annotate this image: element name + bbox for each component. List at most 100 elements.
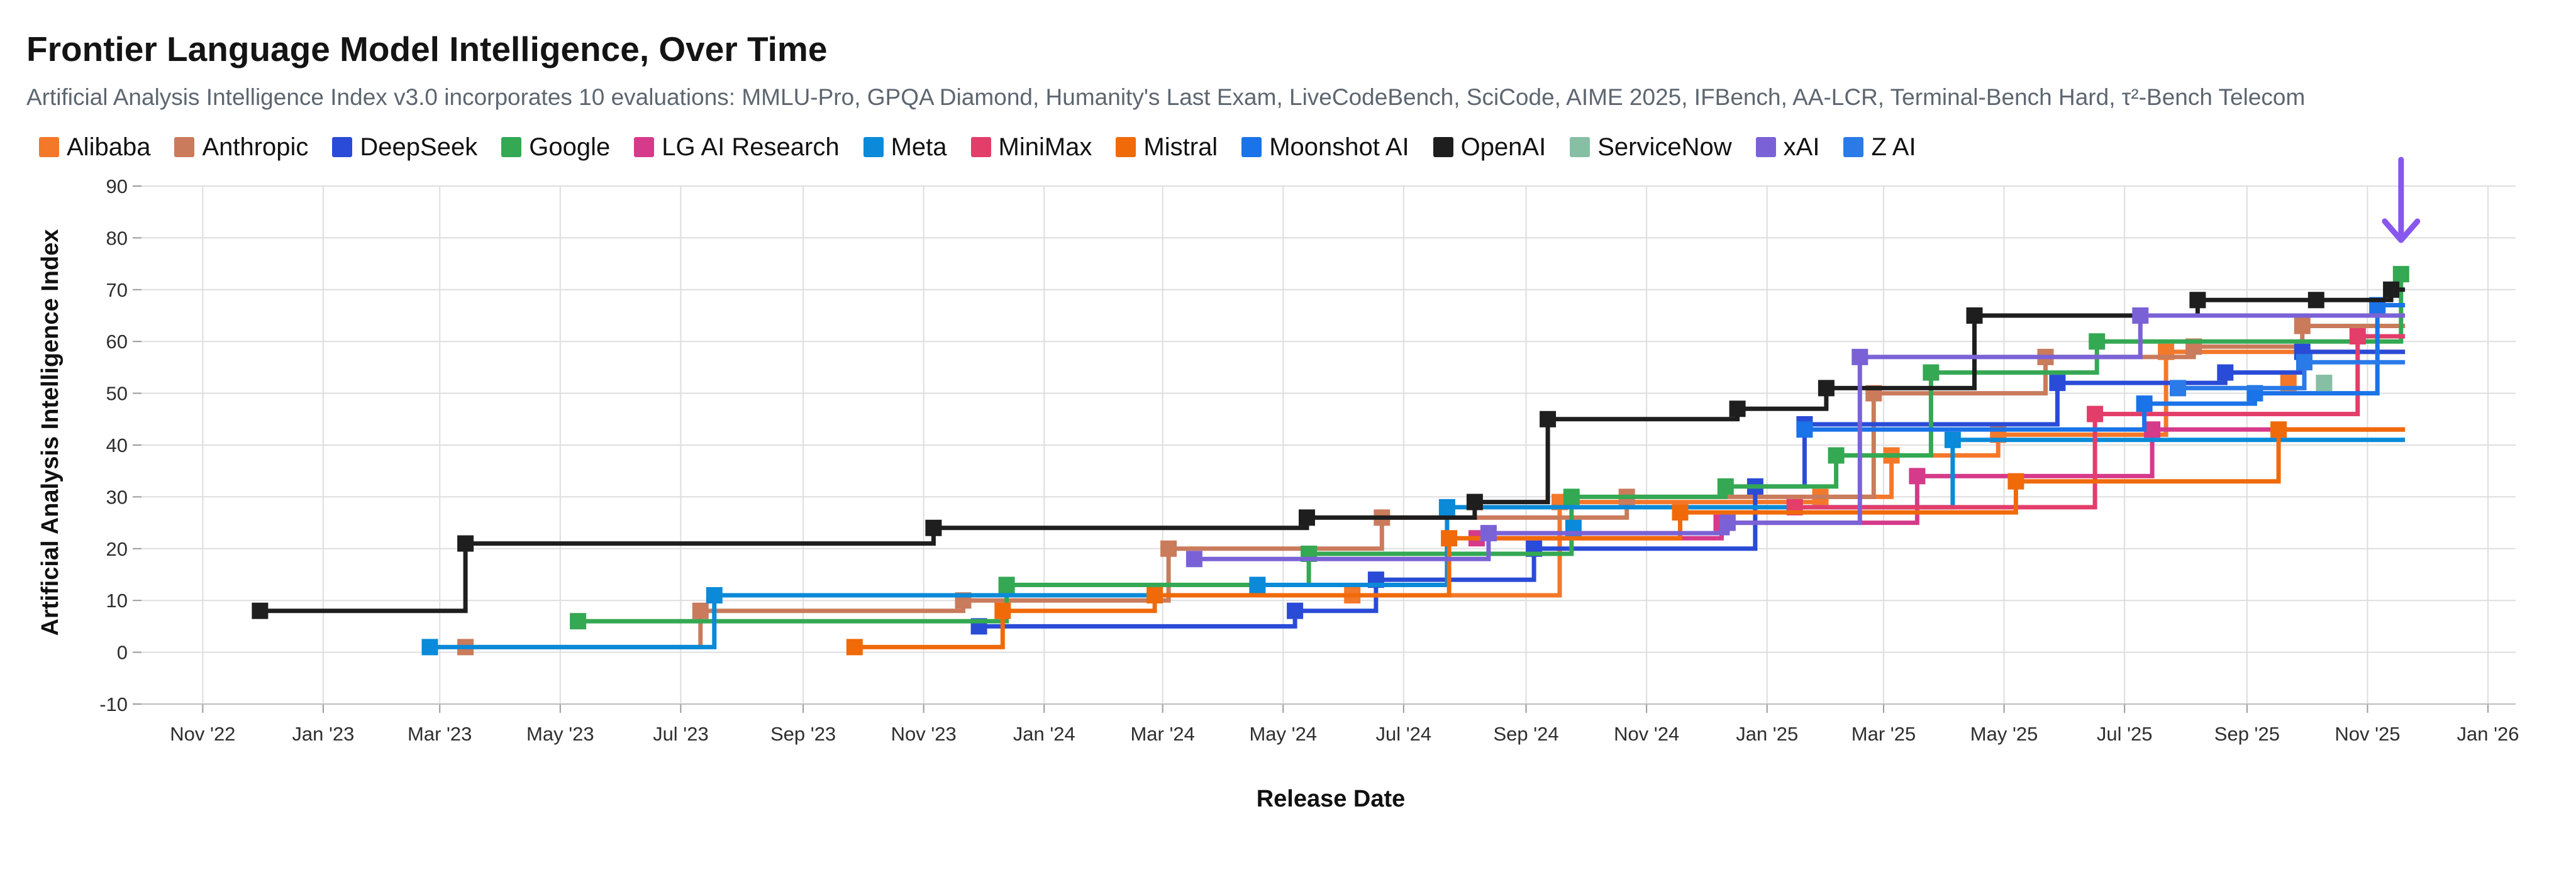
y-tick-label: 50 (106, 383, 128, 405)
x-tick-label: Sep '24 (1493, 723, 1558, 745)
y-tick-label: 20 (106, 538, 128, 560)
data-point (1441, 530, 1458, 547)
data-point (1160, 540, 1177, 557)
data-point (846, 639, 863, 656)
legend-item[interactable]: Mistral (1116, 133, 1218, 162)
data-point (2089, 333, 2106, 350)
legend-swatch (1433, 137, 1453, 157)
x-tick-label: Jul '25 (2097, 723, 2153, 745)
legend-item[interactable]: Z AI (1843, 133, 1916, 162)
x-tick-label: Jan '25 (1736, 723, 1798, 745)
x-tick-label: Mar '24 (1130, 723, 1194, 745)
data-point (1966, 307, 1983, 324)
series-line (854, 427, 2406, 649)
legend-swatch (634, 137, 655, 157)
series-line (578, 272, 2406, 624)
data-point (2049, 375, 2066, 392)
legend-label: Mistral (1143, 133, 1218, 161)
series-anthropic (457, 317, 2406, 656)
legend-label: DeepSeek (360, 133, 478, 161)
data-point (2136, 395, 2153, 412)
legend-item[interactable]: MiniMax (970, 133, 1092, 162)
data-point (2144, 421, 2161, 438)
data-point (1563, 488, 1580, 505)
legend-label: Moonshot AI (1269, 133, 1409, 161)
data-point (1438, 498, 1455, 515)
x-tick-label: Nov '24 (1614, 723, 1679, 745)
x-tick-label: Jul '24 (1376, 723, 1432, 745)
series-line (2178, 360, 2406, 390)
legend-swatch (1116, 137, 1136, 157)
data-point (1944, 431, 1961, 448)
x-tick-label: Jan '26 (2457, 723, 2519, 745)
legend-item[interactable]: LG AI Research (634, 133, 840, 162)
legend-item[interactable]: xAI (1755, 133, 1819, 162)
x-tick-label: May '23 (526, 723, 594, 745)
y-axis-title: Artificial Analysis Intelligence Index (37, 229, 64, 636)
data-point (998, 576, 1015, 593)
data-point (2296, 354, 2312, 371)
data-point (2132, 307, 2149, 324)
data-point (706, 587, 723, 603)
legend: Alibaba Anthropic DeepSeek Google LG AI Rese… (39, 129, 1916, 165)
data-point (1818, 380, 1835, 397)
data-point (421, 639, 438, 656)
data-point (2087, 405, 2104, 422)
data-point (2349, 328, 2366, 344)
data-point (1146, 587, 1163, 603)
legend-item[interactable]: Anthropic (174, 133, 308, 162)
x-tick-label: Jan '24 (1013, 723, 1075, 745)
legend-swatch (1843, 137, 1864, 157)
data-point (925, 519, 942, 536)
data-point (1466, 493, 1483, 510)
legend-label: MiniMax (998, 133, 1092, 161)
data-point (2189, 292, 2206, 309)
annotations (2382, 157, 2421, 243)
data-point (1828, 447, 1845, 464)
data-point (2170, 380, 2186, 397)
series-line (465, 324, 2406, 649)
data-point (1287, 602, 1304, 619)
legend-label: Google (529, 133, 611, 161)
legend-item[interactable]: Alibaba (39, 133, 150, 162)
legend-item[interactable]: ServiceNow (1570, 133, 1732, 162)
data-point (570, 613, 587, 630)
legend-label: LG AI Research (662, 133, 840, 161)
x-tick-label: Nov '22 (170, 723, 235, 745)
x-tick-label: Sep '23 (770, 723, 836, 745)
legend-swatch (39, 137, 59, 157)
x-tick-label: Mar '25 (1852, 723, 1916, 745)
y-tick-label: 70 (106, 279, 128, 301)
y-tick-label: 90 (106, 175, 128, 197)
series (252, 266, 2409, 656)
data-point (1299, 509, 1315, 526)
legend-item[interactable]: DeepSeek (332, 133, 477, 162)
legend-swatch (174, 137, 195, 157)
data-point (1796, 421, 1813, 438)
series-line (1477, 427, 2406, 541)
series-line (1194, 313, 2406, 561)
data-point (457, 535, 474, 552)
y-tick-label: -10 (99, 693, 128, 715)
legend-swatch (1241, 137, 1262, 157)
legend-item[interactable]: Moonshot AI (1241, 133, 1409, 162)
data-point (2294, 317, 2311, 334)
data-point (1923, 364, 1940, 381)
legend-item[interactable]: Meta (863, 133, 947, 162)
legend-label: Z AI (1871, 133, 1916, 161)
data-point (1729, 400, 1746, 417)
legend-swatch (970, 137, 991, 157)
data-point (1672, 504, 1689, 521)
y-tick-label: 40 (106, 434, 128, 456)
x-tick-label: Mar '23 (408, 723, 472, 745)
data-point (1540, 410, 1557, 427)
series-mistral (846, 421, 2406, 656)
series-line (260, 287, 2406, 614)
x-axis-title: Release Date (1257, 786, 1406, 812)
chart-title: Frontier Language Model Intelligence, Ov… (26, 30, 828, 69)
annotation-arrow (2382, 157, 2421, 243)
legend-item[interactable]: Google (501, 133, 610, 162)
data-point (1480, 525, 1497, 542)
legend-swatch (332, 137, 353, 157)
legend-item[interactable]: OpenAI (1433, 133, 1546, 162)
